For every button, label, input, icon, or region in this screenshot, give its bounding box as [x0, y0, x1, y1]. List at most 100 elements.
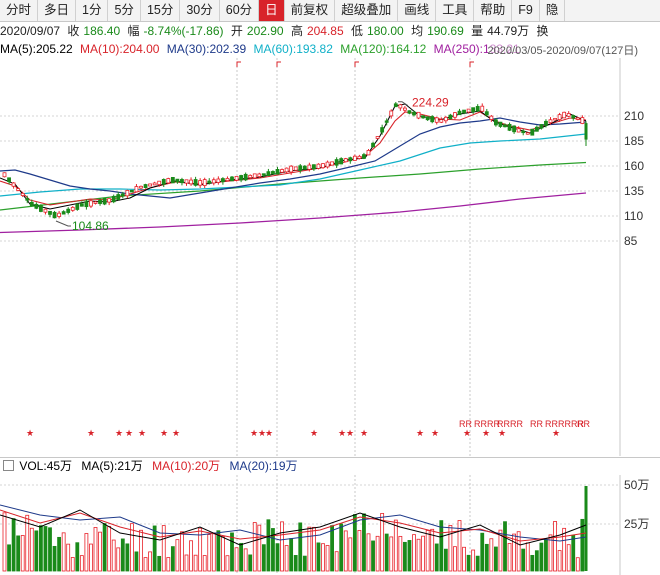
volume-bar: [352, 514, 357, 572]
candle-body: [170, 177, 175, 184]
volume-chart[interactable]: 50万 25万: [0, 475, 660, 575]
period-tab-5[interactable]: 30分: [180, 0, 220, 21]
candle-body: [225, 178, 230, 182]
candle-body: [343, 158, 348, 163]
volume-menu-icon[interactable]: [3, 460, 14, 471]
period-tab-11[interactable]: 工具: [436, 0, 475, 21]
quote-date: 2020/09/07: [0, 24, 61, 38]
volume-bar: [20, 535, 25, 572]
high-value: 204.85: [306, 24, 344, 38]
candle-body: [180, 179, 184, 184]
volume-bar: [302, 555, 307, 572]
candle-body: [407, 110, 412, 114]
volume-bar: [152, 525, 157, 572]
candle-body: [89, 200, 93, 207]
volume-bar: [43, 526, 48, 572]
volume-bar: [503, 521, 507, 572]
candle-body: [393, 103, 398, 108]
period-tab-4[interactable]: 15分: [141, 0, 181, 21]
low-pointer: [55, 220, 71, 227]
volume-bar: [298, 522, 303, 572]
volume-bar: [480, 532, 485, 572]
candle-body: [352, 155, 357, 161]
candle-body: [357, 155, 362, 159]
low-value: 180.00: [367, 24, 404, 38]
period-tab-10[interactable]: 画线: [398, 0, 437, 21]
volume-bar: [471, 549, 476, 572]
volume-bar: [493, 546, 498, 572]
period-tab-13[interactable]: F9: [512, 0, 540, 21]
candle-body: [261, 173, 266, 176]
volume-bar: [207, 534, 212, 572]
ma120-legend: MA(120):164.12: [340, 42, 427, 56]
period-tab-12[interactable]: 帮助: [474, 0, 513, 21]
period-tab-1[interactable]: 多日: [38, 0, 77, 21]
candle-body: [534, 126, 539, 132]
candle-body: [503, 124, 507, 128]
signal-star: ★: [87, 429, 95, 439]
ma60-line: [0, 133, 587, 197]
volume-bar: [580, 518, 585, 572]
candle-body: [544, 120, 548, 126]
volume-bar: [516, 531, 521, 572]
volume-bar: [111, 539, 116, 572]
volume-bar: [257, 524, 262, 572]
signal-star: ★: [258, 429, 266, 439]
volume-bar: [330, 525, 335, 572]
candle-body: [443, 116, 448, 122]
candle-body: [339, 158, 344, 165]
volume-bar: [566, 544, 571, 572]
candle-body: [348, 157, 353, 162]
candle-body: [371, 142, 375, 148]
candle-body: [102, 197, 107, 205]
candle-body: [271, 171, 275, 175]
volume-bar: [375, 535, 380, 572]
period-tab-2[interactable]: 1分: [76, 0, 109, 21]
period-tab-8[interactable]: 前复权: [285, 0, 336, 21]
candle-body: [311, 164, 316, 170]
volume-bar: [271, 528, 275, 572]
signal-star: ★: [250, 429, 258, 439]
volume-bar: [307, 526, 312, 572]
candle-body: [93, 201, 98, 204]
period-tab-9[interactable]: 超级叠加: [335, 0, 399, 21]
period-tab-6[interactable]: 60分: [220, 0, 260, 21]
candle-body: [202, 179, 207, 186]
period-tab-7[interactable]: 日: [259, 0, 285, 21]
candle-body: [129, 189, 134, 193]
volume-bar: [2, 512, 7, 572]
volume-bar: [439, 520, 444, 572]
signal-rr: RRRRRR: [545, 419, 584, 429]
signal-star: ★: [463, 429, 471, 439]
volume-legend: VOL:45万 MA(5):21万 MA(10):20万 MA(20):19万: [0, 457, 660, 475]
volume-bar: [275, 543, 280, 572]
candle-body: [434, 117, 439, 123]
candle-body: [453, 112, 457, 118]
candle-body: [134, 186, 139, 193]
volume-bar: [316, 542, 321, 572]
volume-bar: [143, 557, 148, 572]
candle-body: [39, 205, 43, 212]
candle-body: [16, 188, 21, 191]
period-tab-0[interactable]: 分时: [0, 0, 39, 21]
period-tab-3[interactable]: 5分: [108, 0, 141, 21]
candle-body: [498, 121, 503, 127]
signal-star: ★: [125, 429, 133, 439]
volume-bar: [34, 530, 39, 572]
candle-body: [493, 119, 498, 126]
close-value: 186.40: [83, 24, 121, 38]
signal-rr: RR: [530, 419, 543, 429]
candle-body: [220, 178, 225, 183]
volume-bar: [220, 536, 225, 572]
price-tick-label: 135: [624, 184, 644, 198]
candle-body: [375, 136, 380, 139]
volume-bar: [248, 554, 253, 572]
candle-body: [266, 171, 271, 177]
candle-body: [143, 184, 148, 189]
volume-bar: [57, 536, 61, 572]
period-tab-14[interactable]: 隐: [540, 0, 566, 21]
open-value: 202.90: [246, 24, 284, 38]
volume-bar: [466, 554, 471, 572]
volume-bar: [84, 533, 89, 572]
